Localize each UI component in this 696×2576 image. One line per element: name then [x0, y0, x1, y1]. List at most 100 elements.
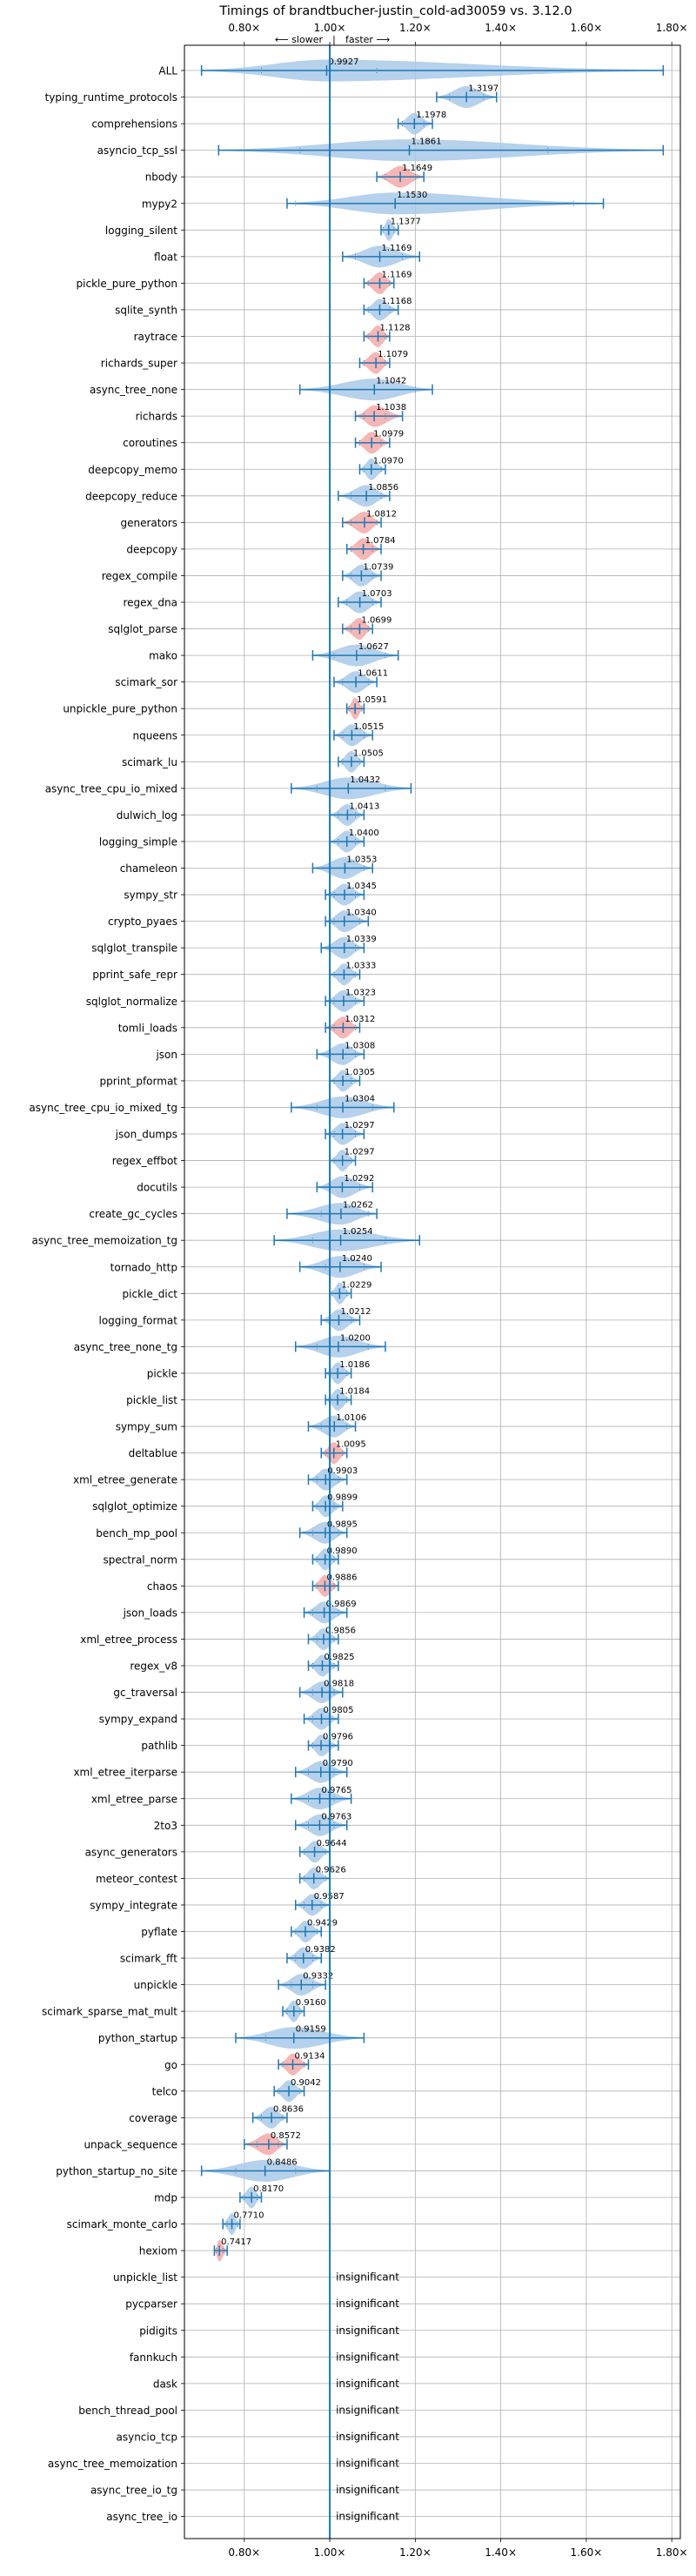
benchmark-name: chameleon: [120, 862, 177, 875]
benchmark-name: pickle: [147, 1367, 177, 1379]
benchmark-row: insignificant dask: [153, 2378, 399, 2391]
mean-value-label: 1.0345: [346, 882, 377, 891]
benchmark-name: xml_etree_parse: [91, 1793, 177, 1805]
benchmark-name: logging_simple: [99, 835, 177, 848]
mean-value-label: 0.9903: [327, 1466, 358, 1476]
benchmark-name: regex_effbot: [112, 1155, 178, 1167]
benchmark-row: 1.0979 coroutines: [123, 430, 404, 454]
mean-value-label: 0.9042: [291, 2078, 321, 2088]
benchmark-row: 1.0432 async_tree_cpu_io_mixed: [45, 775, 412, 800]
mean-value-label: 1.0297: [345, 1148, 375, 1157]
mean-value-label: 1.0739: [363, 562, 393, 572]
benchmark-name: pyflate: [141, 1926, 177, 1938]
benchmark-row: 1.0970 deepcopy_memo: [88, 456, 404, 480]
benchmark-row: 0.9382 scimark_fft: [120, 1945, 336, 1969]
insignificant-label: insignificant: [336, 2351, 399, 2363]
benchmark-row: 1.0240 tornado_http: [110, 1254, 382, 1278]
benchmark-name: raytrace: [134, 331, 177, 343]
benchmark-row: 0.9805 sympy_expand: [99, 1706, 353, 1730]
benchmark-row: 1.1169 float: [154, 244, 421, 268]
mean-value-label: 0.9890: [327, 1546, 358, 1556]
mean-value-label: 0.9332: [303, 1972, 333, 1982]
mean-value-label: 1.0308: [345, 1041, 375, 1050]
benchmark-row: 0.9765 xml_etree_parse: [91, 1786, 352, 1810]
benchmark-name: tomli_loads: [118, 1022, 177, 1034]
benchmark-row: 1.0699 sqlglot_parse: [108, 616, 392, 641]
x-tick-label-bottom: 1.60×: [571, 2546, 603, 2559]
benchmark-row: 0.9790 xml_etree_iterparse: [73, 1759, 353, 1783]
mean-value-label: 0.9429: [307, 1919, 338, 1929]
benchmark-name: pycparser: [125, 2298, 177, 2311]
benchmark-row: 1.1861 asyncio_tcp_ssl: [97, 138, 665, 162]
benchmark-name: telco: [152, 2085, 177, 2097]
mean-value-label: 1.1861: [412, 138, 442, 147]
mean-value-label: 0.9899: [327, 1493, 358, 1503]
mean-value-label: 1.1079: [378, 350, 408, 359]
mean-value-label: 1.0240: [342, 1254, 372, 1264]
benchmark-row: 1.1128 raytrace: [134, 324, 410, 347]
benchmark-name: pprint_pformat: [100, 1075, 178, 1087]
mean-value-label: 1.0333: [345, 962, 376, 971]
benchmark-row: 1.0400 logging_simple: [99, 828, 379, 853]
benchmark-name: xml_etree_iterparse: [73, 1767, 177, 1779]
mean-value-label: 1.0200: [340, 1333, 371, 1343]
benchmark-name: pickle_pure_python: [77, 278, 177, 290]
benchmark-name: nbody: [145, 171, 177, 184]
benchmark-row: 0.8572 unpack_sequence: [84, 2131, 301, 2156]
benchmark-row: 1.0340 crypto_pyaes: [108, 909, 377, 933]
benchmark-row: 0.9429 pyflate: [141, 1919, 338, 1942]
benchmark-name: unpickle_list: [113, 2271, 177, 2284]
benchmark-name: mypy2: [142, 198, 177, 210]
benchmark-row: 1.1649 nbody: [145, 164, 432, 188]
mean-value-label: 1.1168: [381, 297, 412, 306]
mean-value-label: 0.9765: [322, 1786, 352, 1795]
insignificant-label: insignificant: [336, 2378, 399, 2390]
benchmark-name: nqueens: [133, 729, 177, 741]
benchmark-name: create_gc_cycles: [89, 1208, 177, 1220]
benchmark-row: 1.0591 unpickle_pure_python: [63, 695, 387, 720]
mean-value-label: 0.9626: [316, 1865, 346, 1875]
mean-value-label: 0.8170: [253, 2184, 284, 2194]
benchmark-row: 0.9927 ALL: [158, 57, 665, 82]
mean-value-label: 1.0106: [336, 1413, 366, 1423]
benchmark-row: 1.0304 async_tree_cpu_io_mixed_tg: [29, 1094, 395, 1118]
benchmark-row: 1.0305 pprint_pformat: [100, 1068, 375, 1092]
x-tick-label-top: 1.80×: [656, 22, 688, 34]
benchmark-name: fannkuch: [130, 2351, 177, 2364]
benchmark-row: 0.9626 meteor_contest: [96, 1865, 346, 1889]
benchmark-name: float: [154, 251, 177, 263]
plot-frame: [184, 44, 681, 2539]
mean-value-label: 1.0305: [345, 1068, 375, 1077]
mean-value-label: 0.9382: [305, 1945, 336, 1955]
benchmark-row: 0.9160 scimark_sparse_mat_mult: [42, 1998, 326, 2023]
benchmark-row: 0.9890 spectral_norm: [103, 1546, 358, 1571]
mean-value-label: 1.0095: [336, 1440, 366, 1450]
benchmark-name: hexiom: [139, 2245, 177, 2257]
benchmark-name: pprint_safe_repr: [92, 969, 177, 981]
mean-value-label: 1.1649: [402, 164, 432, 173]
benchmark-row: 0.9886 chaos: [147, 1573, 357, 1597]
benchmark-row: 1.0339 sqlglot_transpile: [91, 935, 377, 959]
benchmark-row: 0.9825 regex_v8: [130, 1653, 354, 1677]
benchmark-name: async_tree_io_tg: [90, 2485, 177, 2497]
mean-value-label: 1.0812: [366, 509, 397, 519]
benchmark-row: 0.9818 gc_traversal: [113, 1680, 354, 1704]
benchmark-row: insignificant pidigits: [139, 2324, 399, 2338]
benchmark-name: deepcopy_reduce: [85, 490, 177, 502]
benchmark-name: bench_mp_pool: [96, 1527, 177, 1540]
benchmark-row: 1.1530 mypy2: [142, 191, 605, 215]
insignificant-label: insignificant: [336, 2324, 399, 2337]
benchmark-name: async_tree_none: [90, 384, 177, 396]
benchmark-row: 1.1042 async_tree_none: [90, 377, 433, 401]
benchmark-name: pathlib: [141, 1740, 177, 1752]
benchmark-name: comprehensions: [91, 118, 177, 131]
x-tick-label-top: 1.60×: [571, 22, 603, 34]
benchmark-name: scimark_sor: [115, 676, 177, 688]
benchmark-row: 1.0254 async_tree_memoization_tg: [32, 1227, 421, 1251]
mean-value-label: 0.9869: [326, 1600, 357, 1609]
benchmark-name: scimark_monte_carlo: [67, 2218, 177, 2231]
mean-value-label: 0.9818: [324, 1680, 354, 1689]
insignificant-label: insignificant: [336, 2271, 399, 2284]
benchmark-name: chaos: [147, 1580, 177, 1593]
benchmark-name: json_dumps: [115, 1129, 177, 1141]
